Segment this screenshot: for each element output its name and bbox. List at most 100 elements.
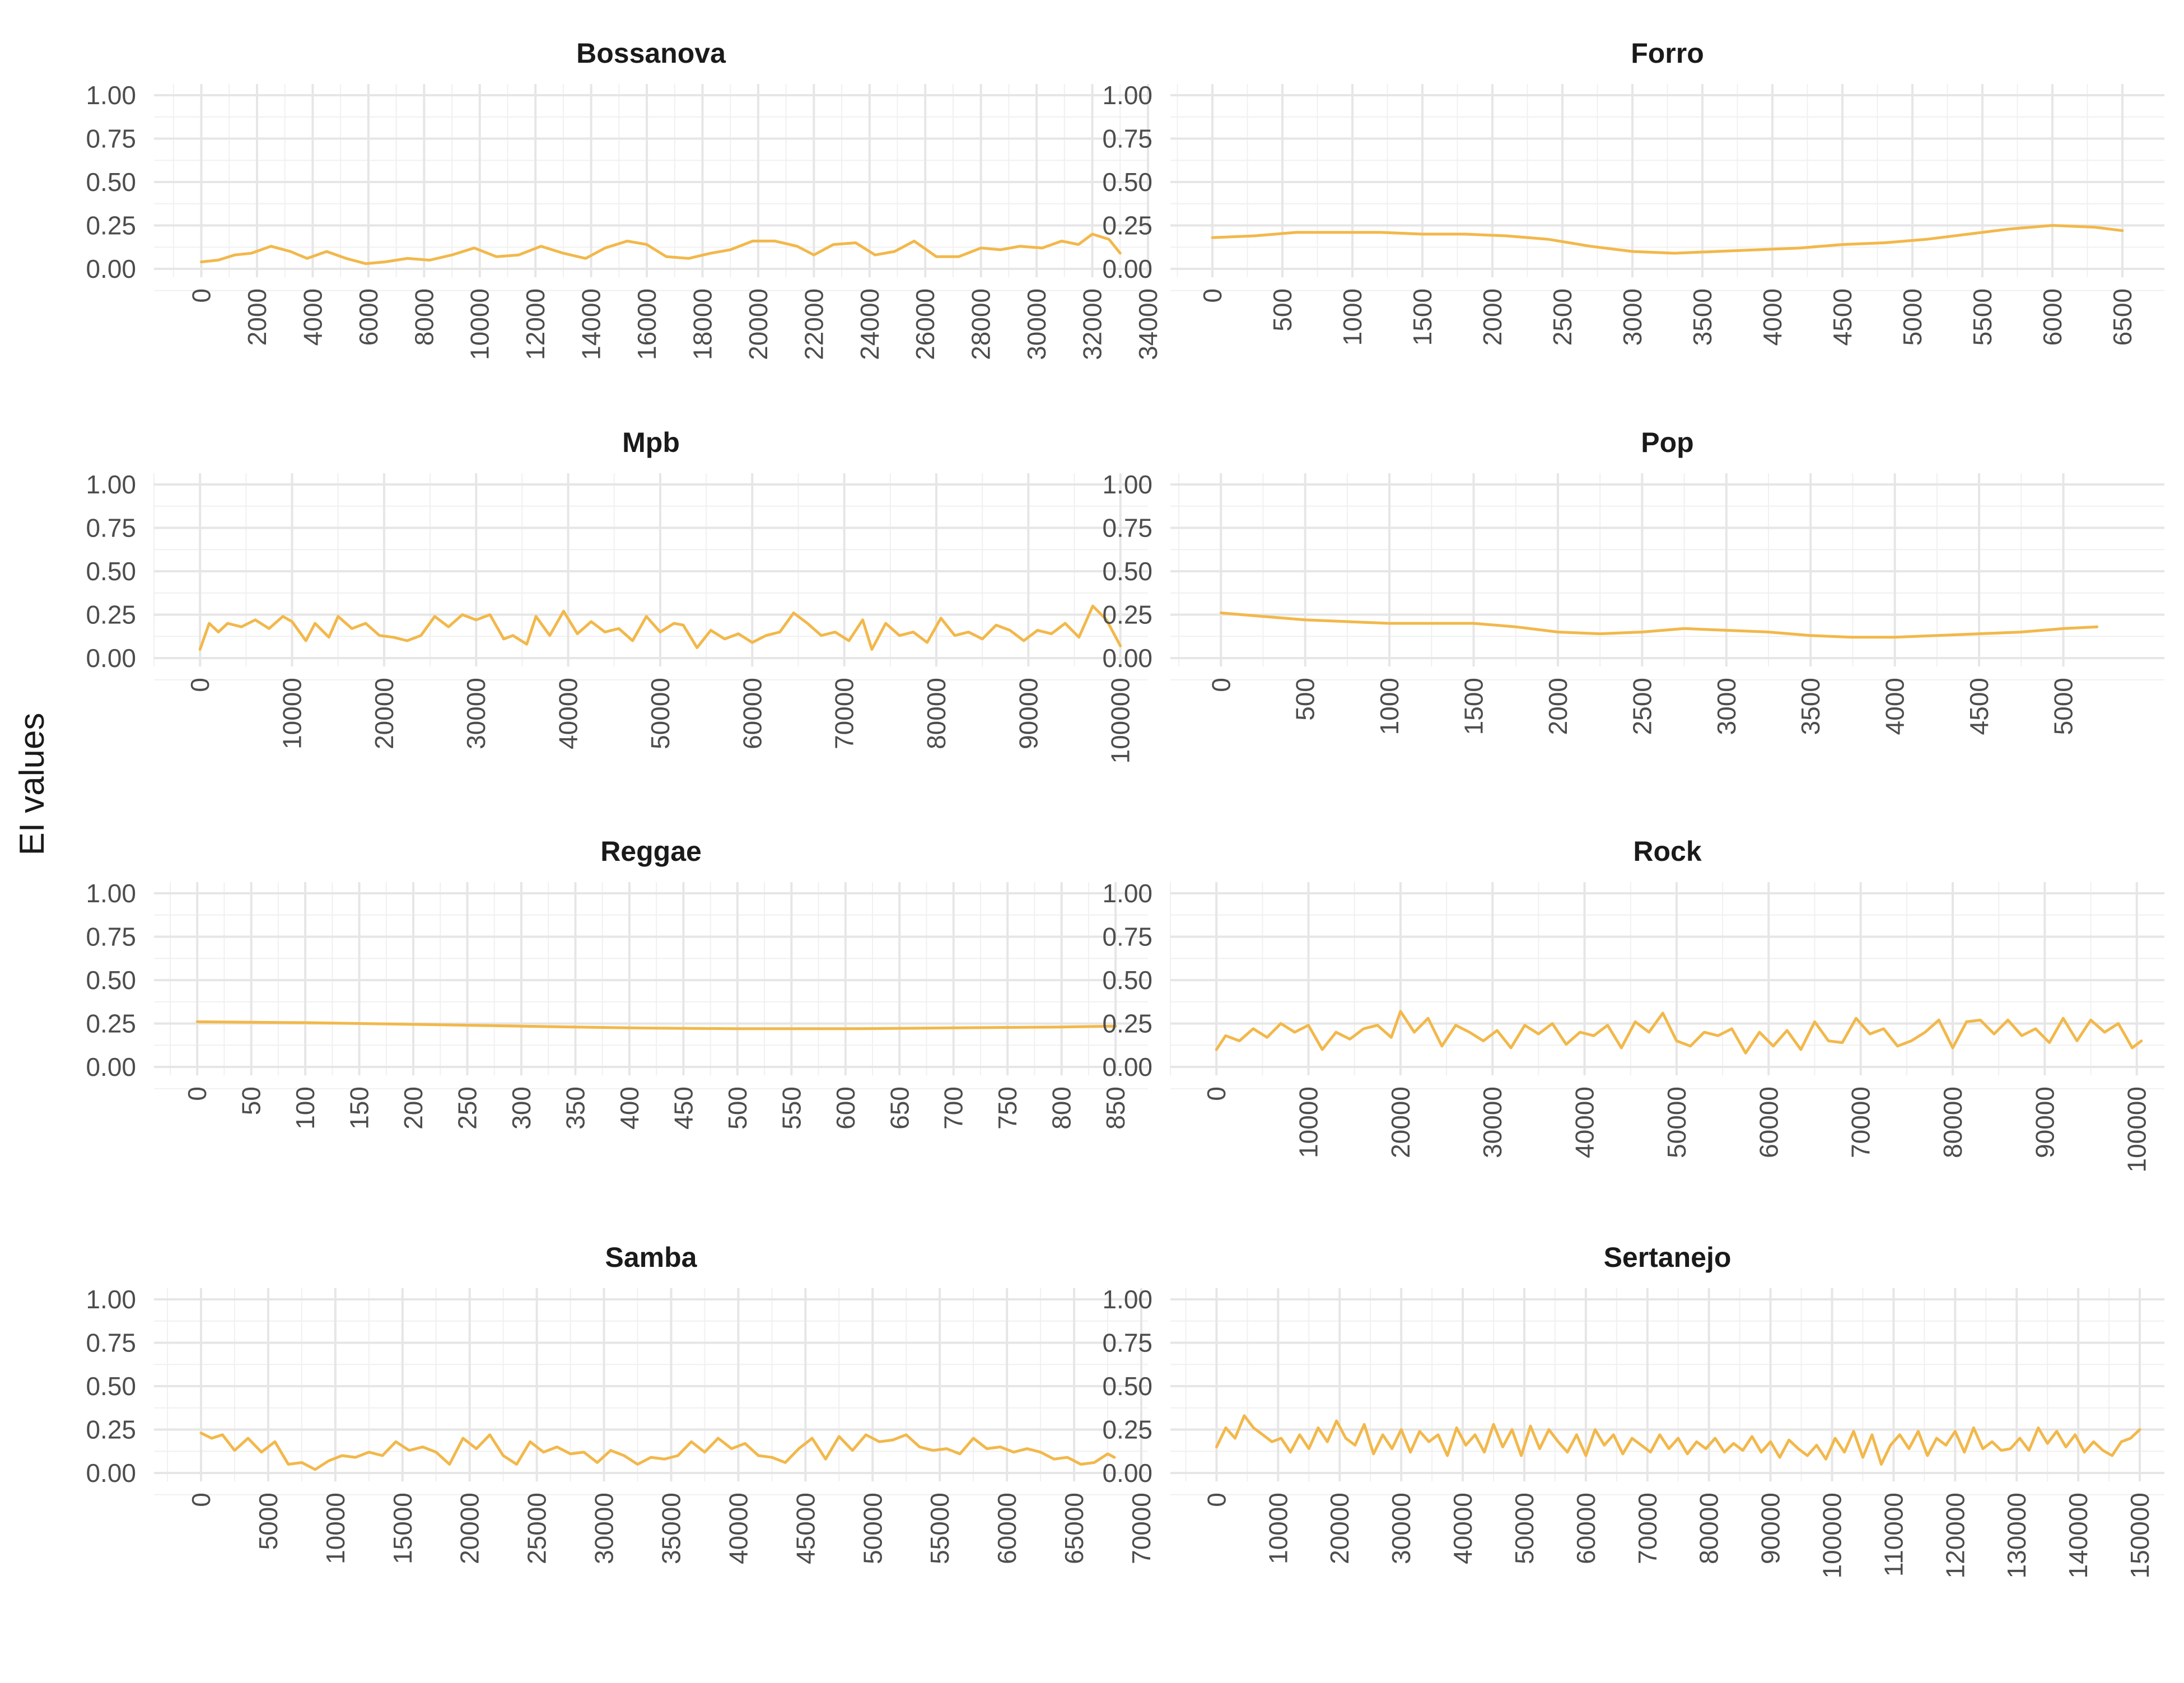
x-tick-label: 200 — [399, 1087, 428, 1130]
y-tick-label: 1.00 — [86, 879, 136, 908]
x-tick-label: 6500 — [2108, 288, 2137, 346]
x-tick-label: 1500 — [1408, 288, 1437, 346]
x-tick-label: 750 — [993, 1087, 1022, 1130]
x-tick-label: 4000 — [1880, 678, 1910, 735]
y-tick-label: 0.25 — [86, 211, 136, 240]
y-tick-label: 0.00 — [1102, 644, 1152, 673]
x-tick-label: 4500 — [1828, 288, 1857, 346]
y-tick-label: 0.50 — [86, 966, 136, 995]
x-tick-label: 2500 — [1548, 288, 1577, 346]
x-tick-label: 90000 — [1756, 1493, 1785, 1564]
x-tick-label: 600 — [831, 1087, 860, 1130]
x-tick-label: 10000 — [1294, 1087, 1323, 1158]
x-tick-label: 500 — [1291, 678, 1320, 721]
x-tick-label: 110000 — [1879, 1493, 1908, 1577]
panel-mpb: 0.00 0.25 0.50 0.75 1.00 0 10000 20000 30000 4000… — [86, 427, 1148, 764]
x-tick-label: 700 — [939, 1087, 968, 1130]
series-line — [195, 1020, 1117, 1031]
x-tick-label: 65000 — [1060, 1493, 1089, 1564]
y-tick-label: 0.50 — [86, 1372, 136, 1401]
x-tick-label: 32000 — [1078, 288, 1107, 360]
x-tick-label: 4000 — [298, 288, 327, 346]
panel-title: Samba — [605, 1242, 698, 1273]
y-tick-label: 0.00 — [1102, 254, 1152, 283]
x-tick-label: 0 — [1202, 1087, 1231, 1101]
y-tick-label: 0.00 — [86, 1458, 136, 1488]
x-tick-label: 50000 — [1662, 1087, 1691, 1158]
x-tick-label: 12000 — [521, 288, 550, 360]
y-tick-label: 0.50 — [1102, 167, 1152, 197]
x-tick-label: 24000 — [855, 288, 884, 360]
x-tick-label: 80000 — [922, 678, 951, 749]
series-line — [198, 604, 1122, 651]
series-line — [1215, 1010, 2143, 1055]
y-tick-label: 1.00 — [86, 81, 136, 110]
x-tick-label: 70000 — [830, 678, 859, 749]
x-tick-label: 70000 — [1633, 1493, 1662, 1564]
x-tick-label: 1000 — [1375, 678, 1404, 735]
x-tick-label: 2000 — [1478, 288, 1507, 346]
x-tick-label: 10000 — [278, 678, 307, 749]
x-tick-label: 550 — [777, 1087, 806, 1130]
x-tick-label: 0 — [185, 678, 214, 692]
series-line — [200, 232, 1122, 265]
panel-title: Mpb — [622, 427, 680, 458]
x-tick-label: 18000 — [688, 288, 717, 360]
y-tick-label: 0.25 — [86, 1009, 136, 1038]
y-tick-label: 0.50 — [86, 167, 136, 197]
x-tick-label: 4000 — [1758, 288, 1787, 346]
x-tick-label: 2000 — [1543, 678, 1572, 735]
y-tick-label: 0.00 — [86, 644, 136, 673]
x-tick-label: 40000 — [724, 1493, 753, 1564]
panel-title: Forro — [1631, 38, 1704, 69]
y-tick-label: 0.50 — [1102, 557, 1152, 586]
x-tick-label: 0 — [1202, 1493, 1231, 1507]
y-tick-label: 0.75 — [1102, 514, 1152, 543]
panel-sertanejo: 0.00 0.25 0.50 0.75 1.00 0 10000 20000 30000 4000… — [1102, 1242, 2164, 1579]
x-tick-label: 55000 — [925, 1493, 954, 1564]
x-tick-label: 60000 — [738, 678, 767, 749]
x-tick-label: 10000 — [321, 1493, 350, 1564]
x-tick-label: 2500 — [1627, 678, 1656, 735]
panel-samba: 0.00 0.25 0.50 0.75 1.00 0 5000 10000 15000 20000… — [86, 1242, 1156, 1564]
y-tick-label: 1.00 — [1102, 81, 1152, 110]
panel-title: Reggae — [600, 836, 702, 867]
x-tick-label: 60000 — [1571, 1493, 1600, 1564]
x-tick-label: 0 — [183, 1087, 212, 1101]
y-tick-label: 1.00 — [86, 470, 136, 499]
x-tick-label: 50000 — [858, 1493, 887, 1564]
panel-rock: 0.00 0.25 0.50 0.75 1.00 0 10000 20000 30000 4000… — [1102, 836, 2164, 1173]
x-tick-label: 40000 — [1570, 1087, 1599, 1158]
x-tick-label: 0 — [1198, 288, 1227, 303]
x-tick-label: 45000 — [791, 1493, 820, 1564]
y-tick-label: 1.00 — [1102, 879, 1152, 908]
x-tick-label: 0 — [187, 288, 216, 303]
x-tick-label: 30000 — [1478, 1087, 1507, 1158]
x-tick-label: 26000 — [911, 288, 940, 360]
x-tick-label: 28000 — [967, 288, 996, 360]
x-tick-label: 50000 — [1510, 1493, 1539, 1564]
x-tick-label: 20000 — [370, 678, 399, 749]
x-tick-label: 25000 — [522, 1493, 552, 1564]
x-tick-label: 16000 — [632, 288, 661, 360]
series-line — [1215, 1414, 2141, 1466]
x-tick-label: 6000 — [354, 288, 383, 346]
x-tick-label: 250 — [453, 1087, 482, 1130]
x-tick-label: 1500 — [1459, 678, 1488, 735]
x-tick-label: 350 — [561, 1087, 590, 1130]
y-tick-label: 0.75 — [1102, 1328, 1152, 1358]
y-tick-label: 0.75 — [1102, 922, 1152, 952]
x-tick-label: 300 — [507, 1087, 536, 1130]
x-tick-label: 50000 — [646, 678, 675, 749]
x-tick-label: 100000 — [1818, 1493, 1847, 1579]
x-tick-label: 4500 — [1964, 678, 1994, 735]
y-tick-label: 0.75 — [86, 922, 136, 952]
x-tick-label: 22000 — [799, 288, 828, 360]
x-tick-label: 0 — [1206, 678, 1235, 692]
series-line — [199, 1432, 1116, 1471]
x-tick-label: 10000 — [465, 288, 494, 360]
x-tick-label: 500 — [723, 1087, 752, 1130]
y-axis-label: EI values — [13, 712, 52, 855]
